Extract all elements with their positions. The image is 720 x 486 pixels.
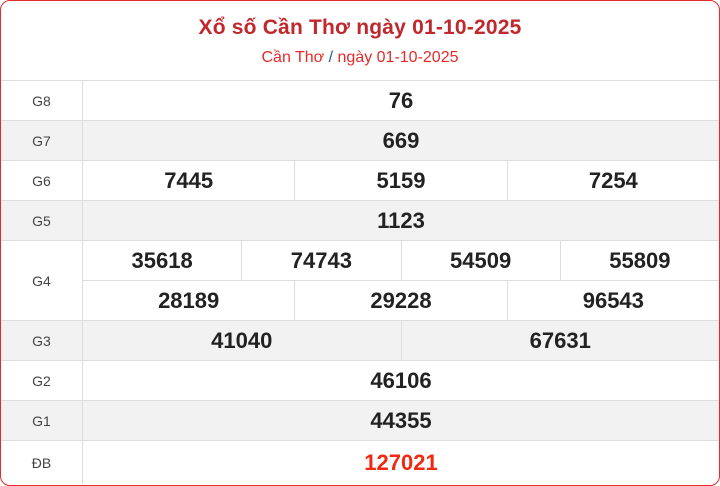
prize-number: 28189 [158, 287, 220, 313]
prize-line: 28189 29228 96543 [83, 280, 719, 320]
prize-row-g1: G1 44355 [1, 401, 719, 441]
prize-label: G4 [1, 241, 83, 320]
prize-label: G5 [1, 201, 83, 240]
prize-line: 76 [83, 81, 719, 120]
results-table: G8 76 G7 669 G6 7445 5159 7254 G5 1123 G4 35618 7474… [1, 81, 719, 484]
prize-number: 5159 [294, 161, 506, 200]
prize-row-g3: G3 41040 67631 [1, 321, 719, 361]
prize-label: G7 [1, 121, 83, 160]
prize-values: 44355 [83, 401, 719, 440]
prize-line: 46106 [83, 361, 719, 400]
prize-values: 46106 [83, 361, 719, 400]
prize-number: 35618 [131, 247, 193, 273]
prize-label: G2 [1, 361, 83, 400]
prize-row-g4: G4 35618 74743 54509 55809 28189 29228 96543 [1, 241, 719, 321]
prize-line: 44355 [83, 401, 719, 440]
prize-row-g2: G2 46106 [1, 361, 719, 401]
prize-line: 41040 67631 [83, 321, 719, 360]
breadcrumb-separator: / [328, 49, 334, 66]
prize-number: 55809 [559, 241, 719, 280]
breadcrumb: Cần Thơ / ngày 01-10-2025 [1, 49, 719, 67]
prize-number: 54509 [400, 241, 560, 280]
prize-number: 76 [388, 87, 414, 113]
prize-number: 96543 [506, 281, 719, 320]
prize-number: 74743 [241, 241, 400, 280]
prize-label: ĐB [1, 441, 83, 484]
prize-line: 669 [83, 121, 719, 160]
prize-number: 29228 [294, 281, 506, 320]
prize-row-g5: G5 1123 [1, 201, 719, 241]
prize-values: 7445 5159 7254 [83, 161, 719, 200]
header: Xổ số Cần Thơ ngày 01-10-2025 Cần Thơ / … [1, 1, 719, 81]
prize-values: 35618 74743 54509 55809 28189 29228 96543 [83, 241, 719, 320]
prize-row-g6: G6 7445 5159 7254 [1, 161, 719, 201]
breadcrumb-date[interactable]: ngày 01-10-2025 [337, 49, 459, 66]
prize-label: G1 [1, 401, 83, 440]
prize-values: 1123 [83, 201, 719, 240]
prize-number: 7254 [506, 161, 719, 200]
prize-row-g7: G7 669 [1, 121, 719, 161]
prize-number: 669 [382, 127, 420, 153]
prize-line: 127021 [83, 441, 719, 484]
prize-label: G3 [1, 321, 83, 360]
prize-number: 41040 [211, 327, 273, 353]
prize-line: 35618 74743 54509 55809 [83, 241, 719, 280]
prize-label: G8 [1, 81, 83, 120]
prize-row-g8: G8 76 [1, 81, 719, 121]
prize-line: 7445 5159 7254 [83, 161, 719, 200]
prize-label: G6 [1, 161, 83, 200]
prize-number: 127021 [364, 449, 438, 475]
prize-values: 41040 67631 [83, 321, 719, 360]
prize-values: 127021 [83, 441, 719, 484]
prize-number: 7445 [164, 167, 214, 193]
prize-number: 67631 [400, 321, 720, 360]
prize-number: 46106 [370, 367, 432, 393]
prize-number: 1123 [377, 207, 425, 233]
page-title: Xổ số Cần Thơ ngày 01-10-2025 [198, 16, 522, 39]
prize-values: 76 [83, 81, 719, 120]
prize-values: 669 [83, 121, 719, 160]
prize-line: 1123 [83, 201, 719, 240]
prize-number: 44355 [370, 407, 432, 433]
prize-row-đb: ĐB 127021 [1, 441, 719, 484]
breadcrumb-place[interactable]: Cần Thơ [261, 49, 325, 66]
